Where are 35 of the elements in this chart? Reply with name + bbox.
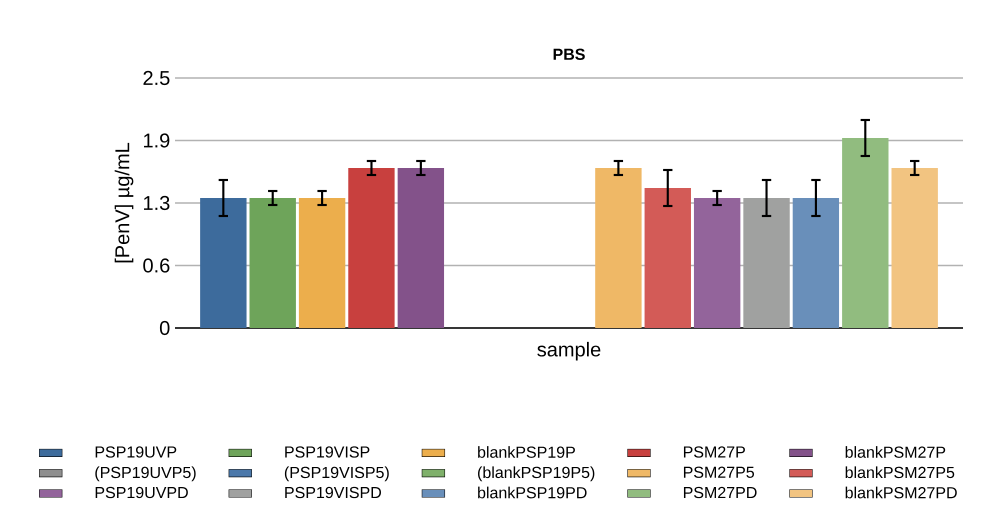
bar [298,198,346,328]
bar [891,168,938,328]
x-axis-title: sample [537,342,600,360]
legend-label: PSM27P5 [684,466,754,478]
y-tick-label: 1.3 [144,196,170,210]
chart-title: PBS [554,48,585,60]
legend-label: (blankPSP19P5) [478,466,594,482]
y-tick-label: 0.6 [143,258,170,273]
legend-label: blankPSM27P [846,446,946,458]
legend-label: PSM27PD [684,486,757,498]
legend-label: PSP19VISP [285,446,370,458]
legend-label: blankPSP19P [478,446,575,458]
y-tick-label: 1.9 [144,133,170,148]
y-tick-label: 0 [160,320,170,336]
bar [792,198,840,328]
bar [250,198,296,328]
bar [398,168,444,328]
legend-label: blankPSP19PD [478,486,587,498]
legend-label: PSM27P [684,446,745,458]
y-axis-title: [PenV] µg/mL [114,142,134,262]
legend-label: PSP19UVP [96,446,176,458]
bar [694,198,740,328]
legend-label: blankPSM27P5 [846,466,954,478]
bar [348,168,395,328]
bar [595,168,642,328]
legend-label: PSP19VISPD [285,486,381,498]
y-tick-label: 2.5 [143,70,170,86]
legend-label: (PSP19UVP5) [95,466,196,482]
bar [743,198,790,328]
legend-label: (PSP19VISP5) [284,466,389,482]
legend-label: PSP19UVPD [96,486,188,498]
bar [644,188,691,328]
bar [842,138,889,328]
legend-label: blankPSM27PD [846,486,957,498]
bar [200,198,247,328]
